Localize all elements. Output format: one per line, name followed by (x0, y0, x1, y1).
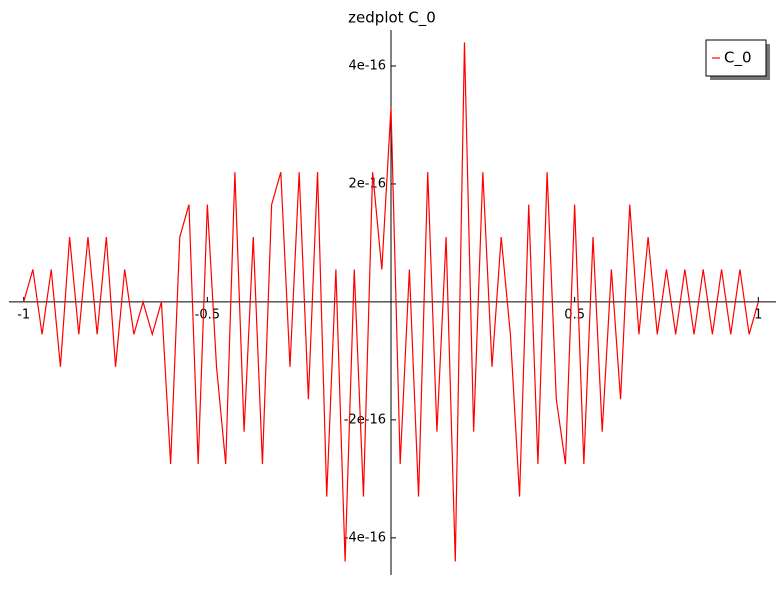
data-line (23, 42, 759, 562)
x-tick-label: -0.5 (195, 307, 220, 322)
y-tick-label: -2e-16 (344, 412, 386, 427)
y-tick-label: 2e-16 (348, 176, 386, 191)
x-tick-label: -1 (17, 307, 30, 322)
y-tick-label: 4e-16 (348, 58, 386, 73)
y-tick-label: -4e-16 (344, 530, 386, 545)
legend-label: C_0 (724, 49, 752, 68)
x-tick-label: 0.5 (564, 307, 585, 322)
x-tick-label: 1 (754, 307, 762, 322)
chart-title: zedplot C_0 (348, 9, 436, 28)
